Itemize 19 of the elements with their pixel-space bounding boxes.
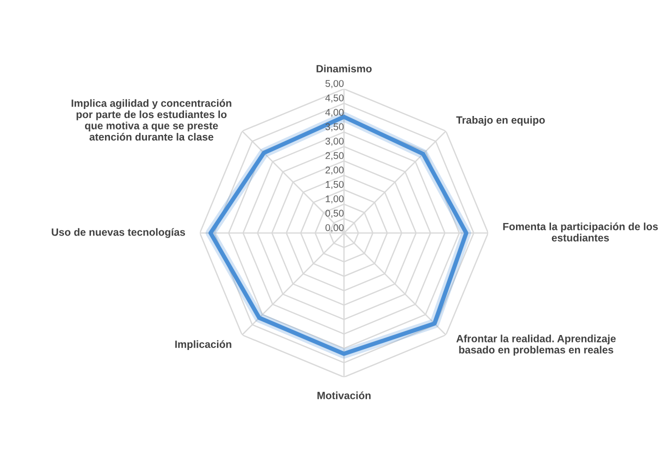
y-tick-label: 1,50 — [326, 180, 344, 189]
y-tick-label: 0,00 — [325, 224, 344, 232]
spoke-label: Uso de nuevas tecnologías — [52, 228, 186, 238]
y-tick-label: 5,00 — [325, 80, 344, 88]
y-tick-label: 2,50 — [326, 152, 344, 160]
y-tick-label: 1,00 — [326, 195, 344, 204]
spoke-label: Implicación — [175, 340, 232, 350]
spoke-label: Implica agilidad y concentración por parte de los estudiantes lo que motiva a que se preste atención durante la clase — [72, 99, 232, 141]
spoke-label: Trabajo en equipo — [456, 116, 545, 126]
y-tick-label: 0,50 — [325, 210, 344, 218]
spoke-label: Motivación — [318, 391, 371, 400]
y-tick-label: 2,00 — [326, 166, 344, 175]
y-tick-label: 4,00 — [325, 108, 344, 117]
y-tick-label: 3,00 — [325, 138, 344, 146]
spoke-label: Afrontar la realidad. Aprendizaje basado en problemas en reales — [456, 334, 616, 356]
y-tick-label: 4,50 — [325, 94, 344, 103]
spoke-label: Dinamismo — [316, 64, 372, 72]
y-tick-label: 3,50 — [325, 123, 344, 132]
spoke-label: Fomenta la participación de los estudiantes — [503, 222, 658, 242]
